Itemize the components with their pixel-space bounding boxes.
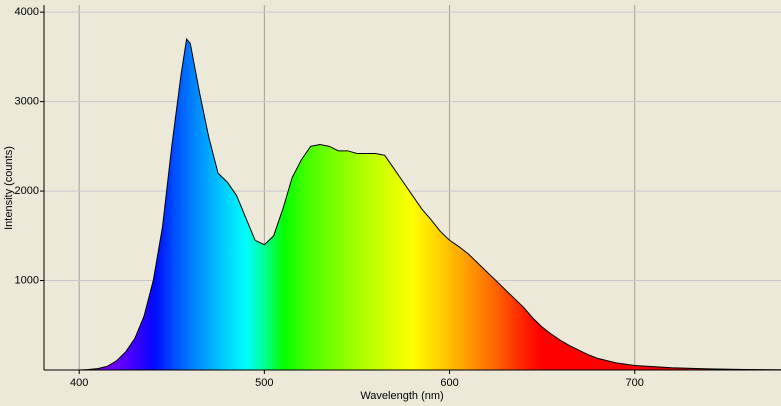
spectrum-area [44,39,781,370]
y-tick-label: 2000 [15,185,39,197]
spectrum-line [44,37,781,371]
x-tick-label: 600 [440,377,458,389]
y-tick-label: 1000 [15,274,39,286]
y-tick-label: 3000 [15,96,39,108]
x-axis-label: Wavelength (nm) [360,390,443,402]
y-tick-label: 4000 [15,6,39,18]
x-tick-label: 700 [626,377,644,389]
y-axis-label: Intensity (counts) [3,146,15,230]
x-tick-label: 500 [255,377,273,389]
x-tick-label: 400 [70,377,88,389]
